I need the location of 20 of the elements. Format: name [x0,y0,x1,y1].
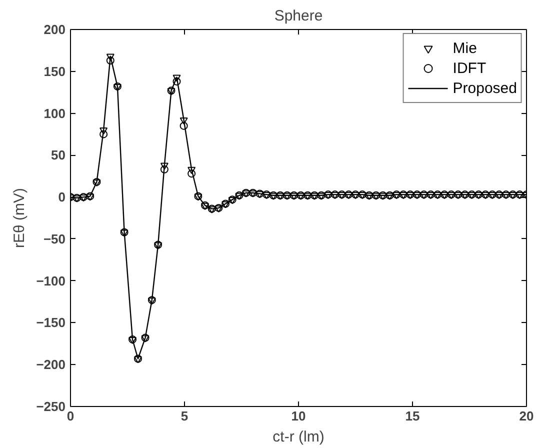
y-tick-label: 200 [44,22,66,37]
y-tick-label: −50 [43,231,66,246]
y-tick-label: −200 [36,357,66,372]
x-tick-label: 20 [519,408,534,424]
chart-title: Sphere [274,8,323,24]
y-tick-label: −150 [36,315,66,330]
x-tick-label: 15 [405,408,420,424]
x-tick-label: 10 [291,408,306,424]
legend-label: Proposed [452,80,517,96]
y-tick-label: 50 [51,148,66,163]
y-tick-label: −100 [36,273,66,288]
y-tick-label: −250 [36,399,66,414]
legend-label: IDFT [452,60,486,76]
y-axis-title: rEθ (mV) [11,188,28,248]
y-tick-label: 0 [58,190,66,205]
y-tick-label: 100 [44,106,66,121]
x-tick-label: 5 [180,408,188,424]
x-axis-title: ct-r (lm) [272,428,324,446]
legend-label: Mie [452,40,477,56]
y-tick-label: 150 [44,64,66,79]
